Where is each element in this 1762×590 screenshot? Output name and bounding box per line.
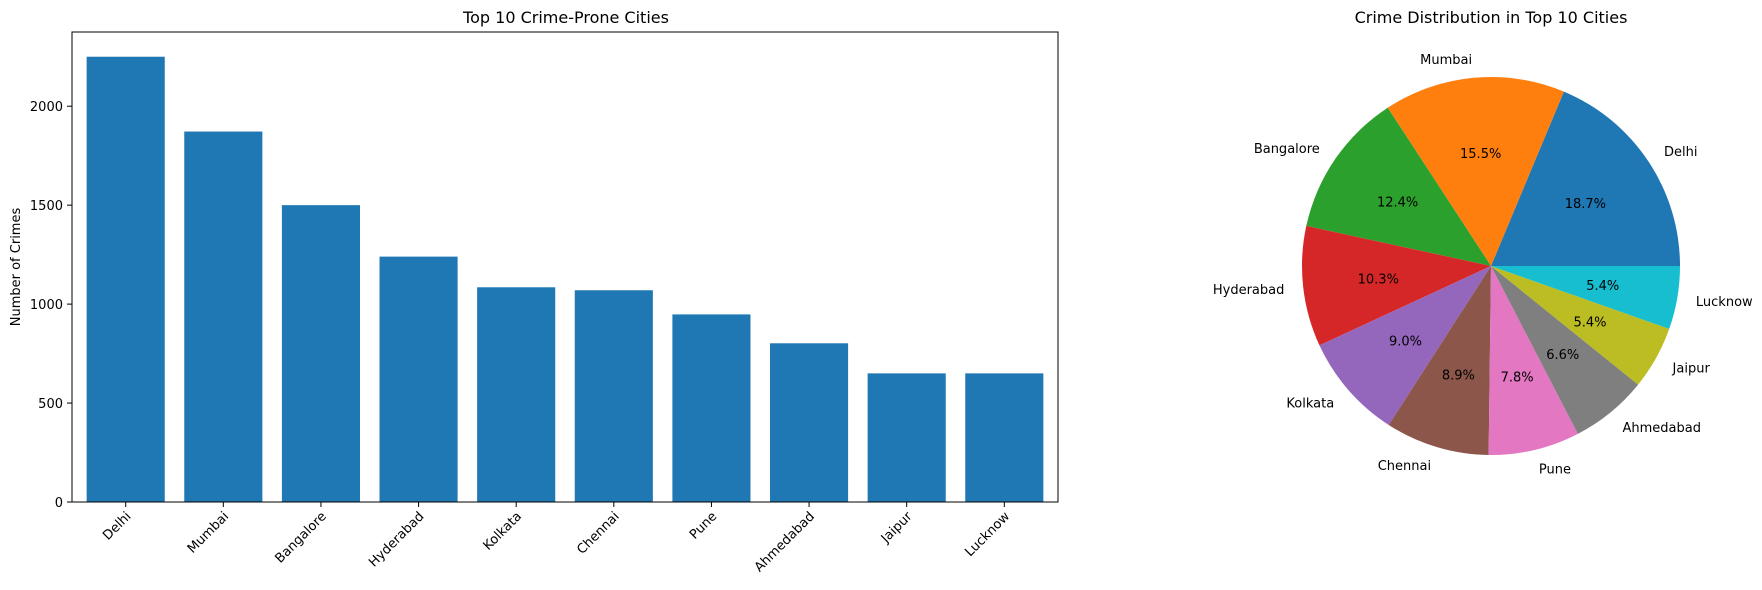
y-tick-label: 500 [38, 397, 63, 412]
slice-category-label: Lucknow [1696, 295, 1753, 310]
pie-chart-labels: 18.7% Delhi 15.5% Mumbai 12.4% Bangalore 10.3%… [1213, 53, 1753, 477]
bar-mumbai [184, 131, 263, 502]
slice-percent-label: 5.4% [1586, 279, 1619, 294]
slice-ahmedabad [1491, 266, 1639, 434]
y-tick-label: 0 [55, 496, 63, 511]
slice-category-label: Hyderabad [1213, 283, 1285, 298]
bar-kolkata [477, 287, 556, 502]
slice-delhi [1491, 91, 1680, 266]
slice-kolkata [1319, 266, 1491, 425]
slice-percent-label: 12.4% [1377, 196, 1418, 211]
y-tick-label: 1000 [30, 298, 63, 313]
pie-chart-slices [1301, 77, 1680, 455]
y-tick-label: 1500 [30, 199, 63, 214]
slice-mumbai [1387, 77, 1564, 267]
slice-percent-label: 5.4% [1574, 315, 1607, 330]
bar-chart-bars [86, 56, 1044, 502]
slice-category-label: Jaipur [1672, 361, 1711, 376]
bar-jaipur [867, 373, 946, 502]
bar-hyderabad [379, 256, 458, 502]
slice-category-label: Mumbai [1420, 53, 1472, 68]
y-tick-label: 2000 [30, 100, 63, 115]
slice-jaipur [1491, 266, 1670, 385]
bar-chart: Top 10 Crime-Prone Cities Number of Crim… [9, 8, 1059, 575]
slice-percent-label: 18.7% [1565, 197, 1606, 212]
bar-chart-y-ticks: 0 500 1000 1500 2000 [30, 100, 72, 511]
slice-chennai [1388, 266, 1491, 455]
bar-pune [672, 314, 751, 502]
slice-percent-label: 8.9% [1442, 369, 1475, 384]
slice-category-label: Kolkata [1286, 397, 1334, 412]
slice-category-label: Delhi [1664, 145, 1697, 160]
bar-bangalore [281, 205, 360, 502]
pie-chart-title: Crime Distribution in Top 10 Cities [1355, 8, 1628, 27]
slice-hyderabad [1301, 225, 1491, 346]
slice-percent-label: 7.8% [1501, 370, 1534, 385]
bar-delhi [86, 56, 165, 502]
slice-percent-label: 9.0% [1389, 334, 1422, 349]
slice-category-label: Ahmedabad [1623, 421, 1701, 436]
bar-chennai [574, 290, 653, 502]
bar-chart-title: Top 10 Crime-Prone Cities [462, 8, 669, 27]
bar-lucknow [965, 373, 1044, 502]
bar-chart-y-axis-label: Number of Crimes [9, 208, 24, 327]
slice-bangalore [1306, 107, 1491, 266]
slice-category-label: Bangalore [1254, 142, 1320, 157]
slice-category-label: Pune [1539, 462, 1571, 477]
slice-category-label: Chennai [1378, 459, 1431, 474]
slice-percent-label: 10.3% [1358, 272, 1399, 287]
slice-percent-label: 6.6% [1546, 348, 1579, 363]
bar-chart-axes-frame [71, 31, 1059, 503]
pie-chart: Crime Distribution in Top 10 Cities 18.7… [1213, 8, 1753, 477]
slice-pune [1488, 266, 1578, 455]
bar-ahmedabad [770, 343, 849, 502]
slice-percent-label: 15.5% [1460, 147, 1501, 162]
slice-lucknow [1491, 266, 1680, 329]
